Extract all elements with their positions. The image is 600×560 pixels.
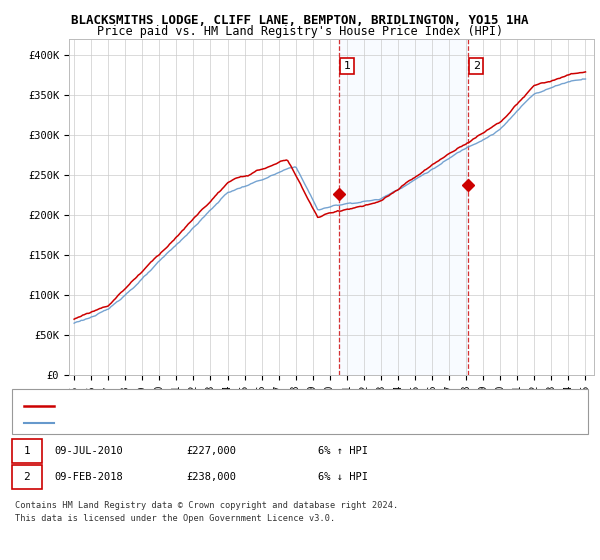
Text: HPI: Average price, detached house, East Riding of Yorkshire: HPI: Average price, detached house, East… <box>57 418 409 428</box>
Text: BLACKSMITHS LODGE, CLIFF LANE, BEMPTON, BRIDLINGTON, YO15 1HA: BLACKSMITHS LODGE, CLIFF LANE, BEMPTON, … <box>71 14 529 27</box>
Text: 6% ↓ HPI: 6% ↓ HPI <box>318 472 368 482</box>
Text: BLACKSMITHS LODGE, CLIFF LANE, BEMPTON, BRIDLINGTON, YO15 1HA (detached house: BLACKSMITHS LODGE, CLIFF LANE, BEMPTON, … <box>57 401 509 411</box>
Text: 1: 1 <box>23 446 31 456</box>
Text: Price paid vs. HM Land Registry's House Price Index (HPI): Price paid vs. HM Land Registry's House … <box>97 25 503 38</box>
Text: This data is licensed under the Open Government Licence v3.0.: This data is licensed under the Open Gov… <box>15 514 335 523</box>
Text: 1: 1 <box>344 61 350 71</box>
Text: £227,000: £227,000 <box>186 446 236 456</box>
Text: 6% ↑ HPI: 6% ↑ HPI <box>318 446 368 456</box>
Text: 09-JUL-2010: 09-JUL-2010 <box>54 446 123 456</box>
Bar <box>338 39 468 375</box>
Text: Contains HM Land Registry data © Crown copyright and database right 2024.: Contains HM Land Registry data © Crown c… <box>15 501 398 510</box>
Text: 2: 2 <box>23 472 31 482</box>
Text: £238,000: £238,000 <box>186 472 236 482</box>
Text: 09-FEB-2018: 09-FEB-2018 <box>54 472 123 482</box>
Text: 2: 2 <box>473 61 480 71</box>
